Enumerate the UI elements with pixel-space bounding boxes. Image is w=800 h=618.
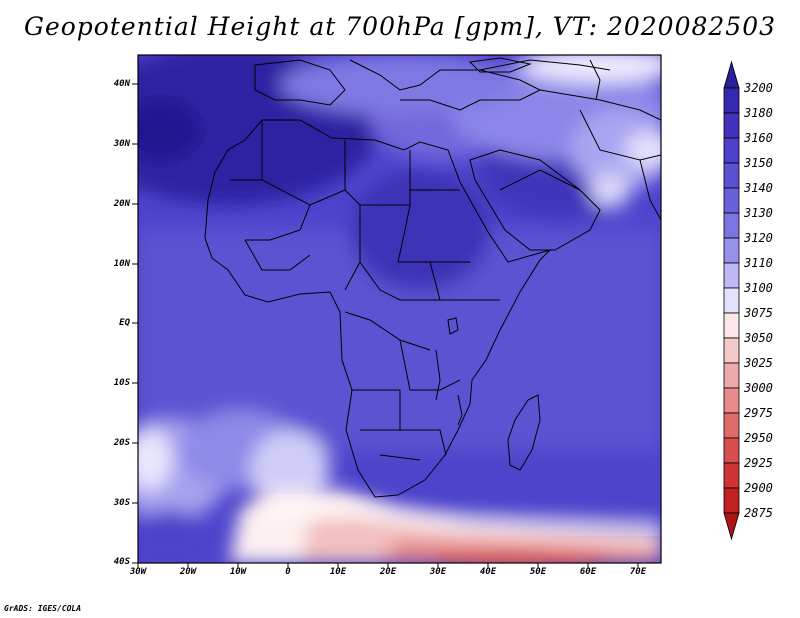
lon-ticks <box>137 563 639 568</box>
colorbar-swatch <box>723 87 740 114</box>
grads-credit: GrADS: IGES/COLA <box>4 604 82 613</box>
colorbar-label: 3160 <box>744 131 773 145</box>
map-frame <box>137 54 662 564</box>
lon-label: 0 <box>285 567 291 577</box>
colorbar-swatch <box>723 412 740 439</box>
lon-label: 40E <box>479 567 497 577</box>
lat-label: 10S <box>113 378 130 388</box>
coastlines <box>204 57 661 498</box>
colorbar-swatch <box>723 312 740 339</box>
lat-label: 20N <box>113 199 130 209</box>
colorbar-swatch <box>723 337 740 364</box>
colorbar-swatch <box>723 362 740 389</box>
colorbar-swatch <box>723 387 740 414</box>
lat-label: 40N <box>113 79 130 89</box>
colorbar-label: 3140 <box>744 181 773 195</box>
colorbar-swatch <box>723 162 740 189</box>
colorbar-swatch <box>723 512 740 541</box>
colorbar-swatch <box>723 212 740 239</box>
colorbar-swatch <box>723 137 740 164</box>
colorbar-swatch <box>723 60 740 89</box>
colorbar-label: 2975 <box>744 406 773 420</box>
colorbar-label: 2925 <box>744 456 773 470</box>
colorbar-label: 3110 <box>744 256 773 270</box>
colorbar-label: 2900 <box>744 481 773 495</box>
height-field <box>138 55 661 563</box>
lon-label: 60E <box>579 567 597 577</box>
lat-label: 30S <box>113 498 130 508</box>
colorbar-label: 3130 <box>744 206 773 220</box>
lon-label: 30E <box>429 567 447 577</box>
colorbar-swatch <box>723 112 740 139</box>
lat-label: 40S <box>113 557 130 567</box>
colorbar-swatch <box>723 262 740 289</box>
colorbar-label: 3120 <box>744 231 773 245</box>
lon-label: 20W <box>179 567 197 577</box>
colorbar-label: 2875 <box>744 506 773 520</box>
colorbar-swatch <box>723 287 740 314</box>
colorbar-swatch <box>723 437 740 464</box>
lon-label: 70E <box>629 567 647 577</box>
colorbar-swatch <box>723 462 740 489</box>
colorbar-label: 3075 <box>744 306 773 320</box>
colorbar-swatch <box>723 187 740 214</box>
colorbar <box>723 60 740 541</box>
colorbar-label: 3180 <box>744 106 773 120</box>
colorbar-label: 3025 <box>744 356 773 370</box>
colorbar-label: 3100 <box>744 281 773 295</box>
lon-label: 30W <box>129 567 147 577</box>
colorbar-label: 3050 <box>744 331 773 345</box>
map-title: Geopotential Height at 700hPa [gpm], VT:… <box>23 12 777 41</box>
lat-label: 30N <box>113 139 130 149</box>
lon-label: 50E <box>529 567 547 577</box>
colorbar-swatch <box>723 487 740 514</box>
lat-label: 20S <box>113 438 130 448</box>
colorbar-label: 2950 <box>744 431 773 445</box>
lon-label: 20E <box>379 567 397 577</box>
lat-ticks <box>132 83 138 564</box>
lon-label: 10W <box>229 567 247 577</box>
lon-label: 10E <box>329 567 347 577</box>
lat-label: 10N <box>113 259 130 269</box>
lat-label: EQ <box>119 318 130 328</box>
colorbar-label: 3200 <box>744 81 773 95</box>
colorbar-label: 3150 <box>744 156 773 170</box>
colorbar-swatch <box>723 237 740 264</box>
colorbar-label: 3000 <box>744 381 773 395</box>
